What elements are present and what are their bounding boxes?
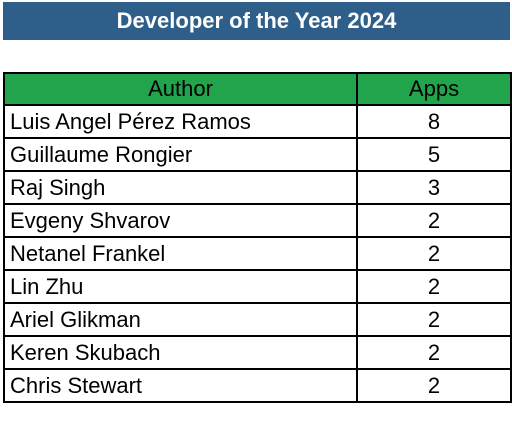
apps-cell: 3 xyxy=(356,170,512,205)
author-cell: Chris Stewart xyxy=(3,368,358,403)
table-row: Lin Zhu 2 xyxy=(3,269,512,304)
table-row: Chris Stewart 2 xyxy=(3,368,512,403)
table-row: Keren Skubach 2 xyxy=(3,335,512,370)
column-header-author: Author xyxy=(3,72,358,106)
apps-cell: 5 xyxy=(356,137,512,172)
apps-cell: 2 xyxy=(356,368,512,403)
table-header-row: Author Apps xyxy=(3,72,512,106)
author-cell: Evgeny Shvarov xyxy=(3,203,358,238)
author-cell: Guillaume Rongier xyxy=(3,137,358,172)
apps-cell: 2 xyxy=(356,335,512,370)
table-row: Evgeny Shvarov 2 xyxy=(3,203,512,238)
apps-cell: 2 xyxy=(356,236,512,271)
author-cell: Lin Zhu xyxy=(3,269,358,304)
author-cell: Ariel Glikman xyxy=(3,302,358,337)
apps-cell: 8 xyxy=(356,104,512,139)
author-cell: Raj Singh xyxy=(3,170,358,205)
apps-cell: 2 xyxy=(356,302,512,337)
author-cell: Keren Skubach xyxy=(3,335,358,370)
table-row: Luis Angel Pérez Ramos 8 xyxy=(3,104,512,139)
apps-cell: 2 xyxy=(356,269,512,304)
table-row: Netanel Frankel 2 xyxy=(3,236,512,271)
author-cell: Luis Angel Pérez Ramos xyxy=(3,104,358,139)
apps-cell: 2 xyxy=(356,203,512,238)
author-cell: Netanel Frankel xyxy=(3,236,358,271)
page-title: Developer of the Year 2024 xyxy=(3,2,510,40)
column-header-apps: Apps xyxy=(356,72,512,106)
table-row: Ariel Glikman 2 xyxy=(3,302,512,337)
table-row: Raj Singh 3 xyxy=(3,170,512,205)
developer-table: Author Apps Luis Angel Pérez Ramos 8 Gui… xyxy=(3,72,512,403)
table-row: Guillaume Rongier 5 xyxy=(3,137,512,172)
